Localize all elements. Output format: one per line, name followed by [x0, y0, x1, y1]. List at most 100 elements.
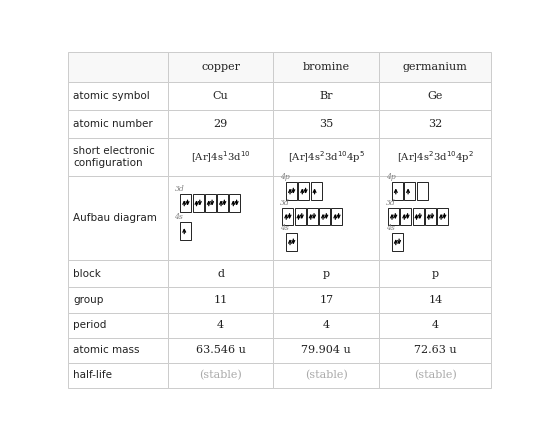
Bar	[68, 362, 168, 388]
Text: (stable): (stable)	[199, 370, 242, 381]
Bar	[274, 362, 379, 388]
Text: atomic symbol: atomic symbol	[73, 91, 150, 101]
Bar	[282, 208, 293, 225]
Text: 4s: 4s	[175, 213, 183, 221]
Text: 72.63 u: 72.63 u	[414, 345, 456, 355]
Text: 17: 17	[319, 295, 334, 305]
Text: (stable): (stable)	[305, 370, 348, 381]
Bar	[168, 138, 274, 176]
Text: germanium: germanium	[403, 62, 468, 72]
Bar	[379, 362, 491, 388]
Bar	[392, 233, 403, 251]
Bar	[205, 194, 216, 211]
Text: 3d: 3d	[386, 199, 396, 207]
Text: 29: 29	[213, 119, 228, 129]
Bar	[388, 208, 399, 225]
Bar	[400, 208, 412, 225]
Text: half-life: half-life	[73, 370, 112, 380]
Bar	[286, 182, 297, 200]
Text: 4: 4	[432, 320, 439, 330]
Bar	[68, 287, 168, 313]
Bar	[331, 208, 342, 225]
Bar	[168, 260, 274, 287]
Bar	[68, 176, 168, 260]
Bar	[274, 138, 379, 176]
Bar	[68, 138, 168, 176]
Text: p: p	[432, 269, 439, 279]
Text: Ge: Ge	[428, 91, 443, 101]
Text: period: period	[73, 320, 106, 330]
Text: atomic mass: atomic mass	[73, 345, 140, 355]
Bar	[274, 287, 379, 313]
Text: [Ar]4s$^1$3d$^{10}$: [Ar]4s$^1$3d$^{10}$	[191, 150, 250, 165]
Bar	[379, 138, 491, 176]
Bar	[68, 337, 168, 362]
Text: 4s: 4s	[386, 224, 395, 232]
Text: [Ar]4s$^2$3d$^{10}$4p$^2$: [Ar]4s$^2$3d$^{10}$4p$^2$	[397, 149, 474, 165]
Text: atomic number: atomic number	[73, 119, 153, 129]
Bar	[274, 110, 379, 138]
Bar	[274, 260, 379, 287]
Bar	[68, 52, 168, 82]
Text: [Ar]4s$^2$3d$^{10}$4p$^5$: [Ar]4s$^2$3d$^{10}$4p$^5$	[288, 149, 365, 165]
Text: 3d: 3d	[280, 199, 290, 207]
Bar	[68, 260, 168, 287]
Bar	[168, 110, 274, 138]
Bar	[307, 208, 318, 225]
Bar	[311, 182, 322, 200]
Bar	[274, 337, 379, 362]
Bar	[379, 260, 491, 287]
Text: (stable): (stable)	[414, 370, 456, 381]
Bar	[417, 182, 428, 200]
Bar	[229, 194, 240, 211]
Bar	[437, 208, 448, 225]
Bar	[379, 110, 491, 138]
Bar	[319, 208, 330, 225]
Text: Br: Br	[319, 91, 333, 101]
Text: 4: 4	[323, 320, 330, 330]
Bar	[286, 233, 297, 251]
Text: 4s: 4s	[280, 224, 289, 232]
Bar	[425, 208, 436, 225]
Bar	[379, 313, 491, 337]
Text: 4: 4	[217, 320, 224, 330]
Text: short electronic
configuration: short electronic configuration	[73, 146, 155, 168]
Bar	[413, 208, 424, 225]
Text: 35: 35	[319, 119, 334, 129]
Bar	[295, 208, 306, 225]
Bar	[392, 182, 403, 200]
Bar	[217, 194, 228, 211]
Bar	[404, 182, 416, 200]
Text: Aufbau diagram: Aufbau diagram	[73, 213, 157, 223]
Text: 4p: 4p	[386, 174, 396, 181]
Bar	[68, 110, 168, 138]
Text: bromine: bromine	[303, 62, 350, 72]
Bar	[274, 176, 379, 260]
Bar	[168, 313, 274, 337]
Text: 4p: 4p	[280, 174, 290, 181]
Text: 63.546 u: 63.546 u	[195, 345, 246, 355]
Bar	[168, 82, 274, 110]
Text: 11: 11	[213, 295, 228, 305]
Text: 3d: 3d	[175, 185, 184, 193]
Bar	[68, 82, 168, 110]
Bar	[168, 287, 274, 313]
Text: 79.904 u: 79.904 u	[301, 345, 351, 355]
Bar	[379, 176, 491, 260]
Bar	[168, 176, 274, 260]
Bar	[180, 194, 192, 211]
Bar	[274, 82, 379, 110]
Text: copper: copper	[201, 62, 240, 72]
Bar	[379, 337, 491, 362]
Bar	[274, 52, 379, 82]
Bar	[180, 222, 192, 240]
Bar	[168, 52, 274, 82]
Bar	[274, 313, 379, 337]
Bar	[379, 82, 491, 110]
Text: Cu: Cu	[213, 91, 228, 101]
Text: group: group	[73, 295, 104, 305]
Bar	[168, 337, 274, 362]
Text: p: p	[323, 269, 330, 279]
Bar	[299, 182, 310, 200]
Bar	[379, 287, 491, 313]
